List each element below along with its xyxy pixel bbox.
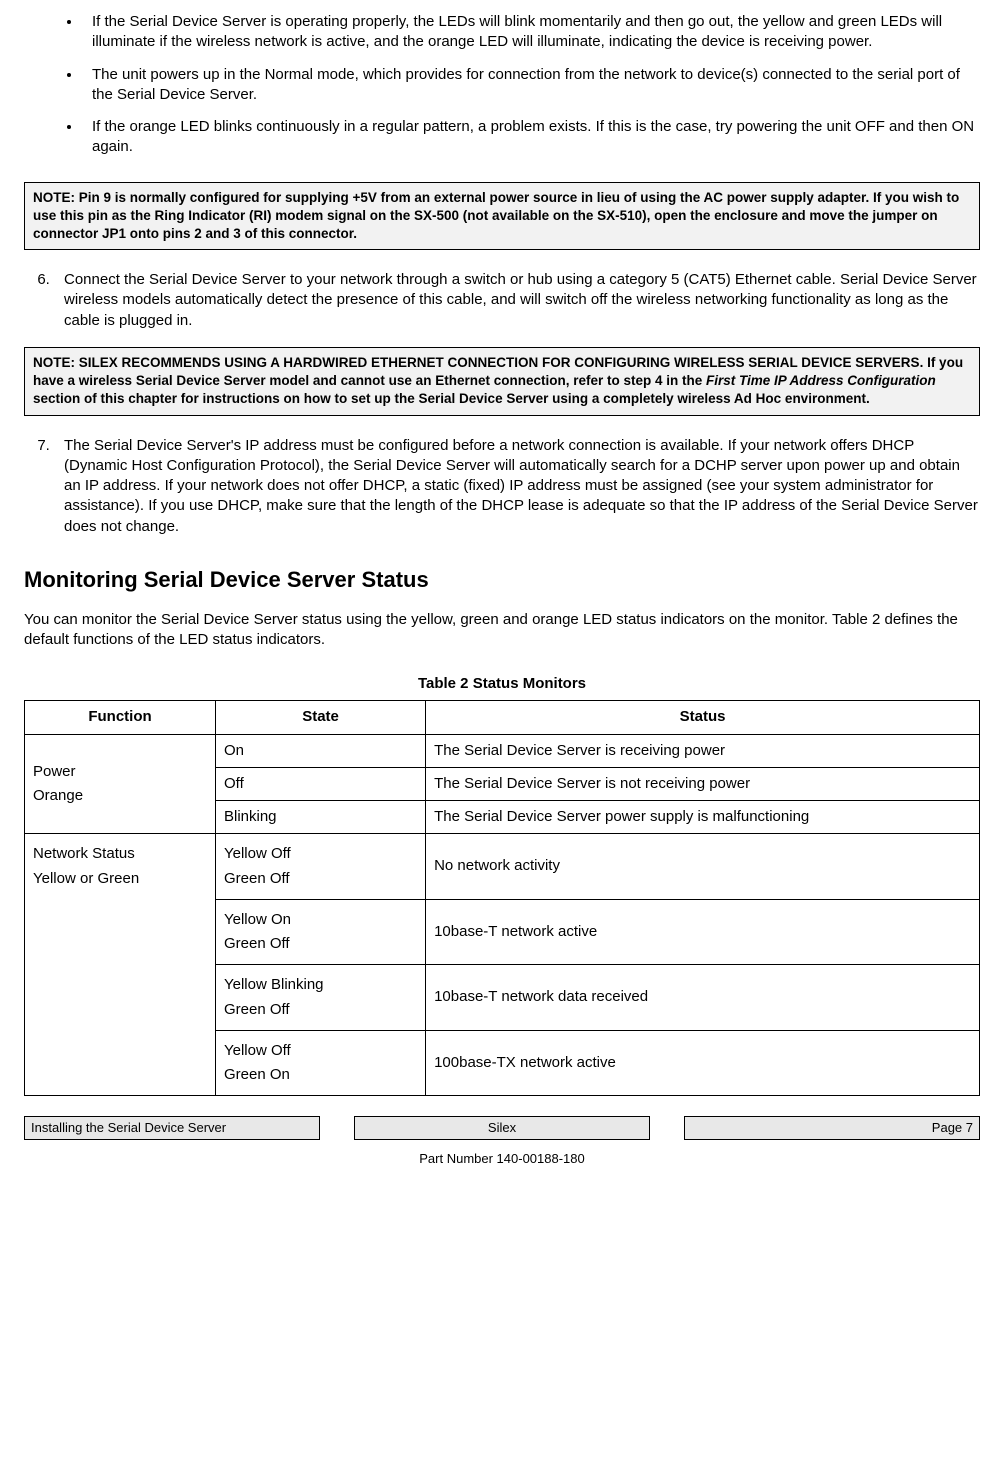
cell-state: Yellow Off Green On	[216, 1030, 426, 1096]
cell-status: The Serial Device Server is receiving po…	[426, 734, 980, 767]
th-state: State	[216, 701, 426, 734]
footer-center: Silex	[354, 1116, 650, 1140]
numbered-steps-7: The Serial Device Server's IP address mu…	[24, 436, 980, 537]
cell-status: The Serial Device Server power supply is…	[426, 801, 980, 834]
cell-function-power: Power Orange	[25, 734, 216, 834]
status-table: Function State Status Power Orange On Th…	[24, 700, 980, 1096]
cell-state: Yellow On Green Off	[216, 899, 426, 965]
func-line: Yellow or Green	[33, 869, 207, 889]
state-line: Green Off	[224, 934, 417, 954]
func-line: Orange	[33, 786, 207, 806]
cell-status: The Serial Device Server is not receivin…	[426, 767, 980, 800]
note2-emph: First Time IP Address Configuration	[706, 373, 936, 388]
table-row: Power Orange On The Serial Device Server…	[25, 734, 980, 767]
state-line: Yellow Off	[224, 844, 417, 864]
cell-state: On	[216, 734, 426, 767]
heading-paragraph: You can monitor the Serial Device Server…	[24, 610, 980, 651]
cell-status: 10base-T network active	[426, 899, 980, 965]
cell-state: Blinking	[216, 801, 426, 834]
footer-left: Installing the Serial Device Server	[24, 1116, 320, 1140]
bullet-item: If the Serial Device Server is operating…	[82, 12, 980, 53]
step-6: Connect the Serial Device Server to your…	[54, 270, 980, 331]
func-line: Network Status	[33, 844, 207, 864]
note2-suffix: section of this chapter for instructions…	[33, 391, 870, 406]
note-box-ethernet: NOTE: SILEX RECOMMENDS USING A HARDWIRED…	[24, 347, 980, 416]
table-header-row: Function State Status	[25, 701, 980, 734]
cell-state: Yellow Blinking Green Off	[216, 965, 426, 1031]
state-line: Green Off	[224, 1000, 417, 1020]
state-line: Green Off	[224, 869, 417, 889]
bullet-item: If the orange LED blinks continuously in…	[82, 117, 980, 158]
footer-right: Page 7	[684, 1116, 980, 1140]
cell-state: Off	[216, 767, 426, 800]
cell-status: 100base-TX network active	[426, 1030, 980, 1096]
bullet-item: The unit powers up in the Normal mode, w…	[82, 65, 980, 106]
func-line: Power	[33, 762, 207, 782]
th-function: Function	[25, 701, 216, 734]
step-7: The Serial Device Server's IP address mu…	[54, 436, 980, 537]
state-line: Yellow Blinking	[224, 975, 417, 995]
cell-status: No network activity	[426, 834, 980, 900]
intro-bullets: If the Serial Device Server is operating…	[24, 12, 980, 158]
cell-function-network: Network Status Yellow or Green	[25, 834, 216, 1096]
state-line: Green On	[224, 1065, 417, 1085]
note-box-pin9: NOTE: Pin 9 is normally configured for s…	[24, 182, 980, 251]
table-row: Network Status Yellow or Green Yellow Of…	[25, 834, 980, 900]
th-status: Status	[426, 701, 980, 734]
state-line: Yellow On	[224, 910, 417, 930]
section-heading-monitoring: Monitoring Serial Device Server Status	[24, 565, 980, 595]
footer-row: Installing the Serial Device Server Sile…	[24, 1116, 980, 1140]
state-line: Yellow Off	[224, 1041, 417, 1061]
table-caption: Table 2 Status Monitors	[24, 674, 980, 694]
cell-state: Yellow Off Green Off	[216, 834, 426, 900]
cell-status: 10base-T network data received	[426, 965, 980, 1031]
numbered-steps-6: Connect the Serial Device Server to your…	[24, 270, 980, 331]
part-number: Part Number 140-00188-180	[24, 1150, 980, 1168]
